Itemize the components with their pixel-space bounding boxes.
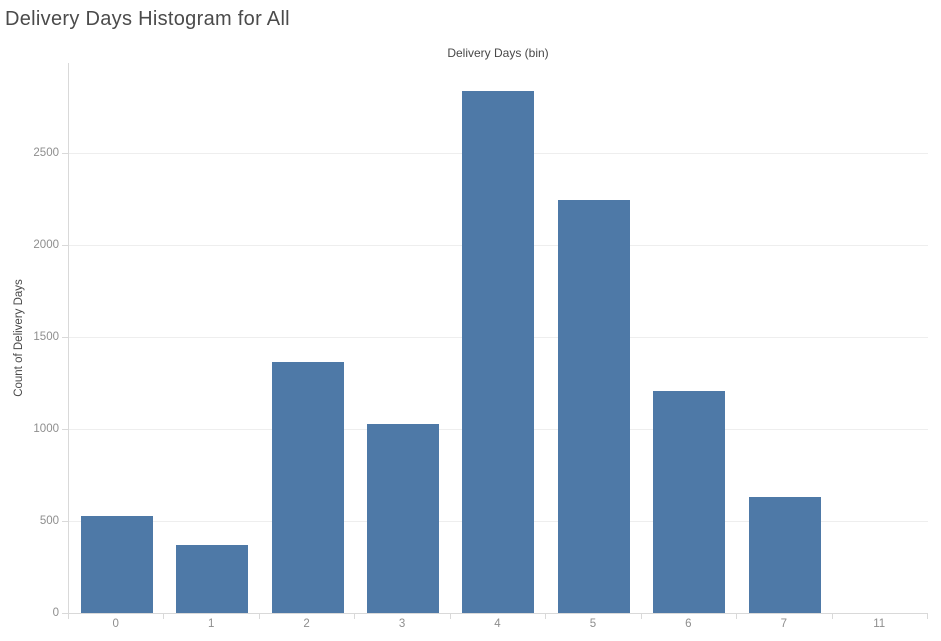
x-boundary-tick xyxy=(258,614,260,619)
histogram-bin-3 xyxy=(355,63,450,613)
bar-bin-5[interactable] xyxy=(557,200,630,613)
histogram-bin-5 xyxy=(546,63,641,613)
x-boundary-tick xyxy=(354,614,356,619)
y-tick-mark xyxy=(62,429,68,431)
y-tick-label: 0 xyxy=(52,607,59,619)
x-boundary-tick xyxy=(831,614,833,619)
histogram-bin-6 xyxy=(642,63,737,613)
y-tick-mark xyxy=(62,153,68,155)
x-tick-label: 0 xyxy=(112,618,119,630)
bar-bin-3[interactable] xyxy=(367,424,440,613)
y-tick-label: 2500 xyxy=(33,147,59,160)
x-boundary-tick xyxy=(545,614,547,619)
y-tick-label: 1500 xyxy=(33,331,59,344)
x-boundary-tick xyxy=(927,614,928,619)
y-tick-mark xyxy=(62,337,68,339)
x-tick-label: 7 xyxy=(780,618,787,630)
bar-bin-1[interactable] xyxy=(176,544,249,613)
bar-bin-2[interactable] xyxy=(271,361,344,613)
x-tick-label: 3 xyxy=(398,618,406,630)
histogram-bin-1 xyxy=(164,63,259,613)
y-tick-label: 2000 xyxy=(33,239,59,252)
x-boundary-tick xyxy=(736,614,738,619)
histogram-bin-0 xyxy=(69,63,164,613)
x-boundary-tick xyxy=(163,614,165,619)
chart-title: Delivery Days Histogram for All xyxy=(5,8,290,30)
bar-bin-0[interactable] xyxy=(80,516,153,613)
x-tick-label: 2 xyxy=(303,618,310,630)
histogram-bin-4 xyxy=(451,63,546,613)
bar-bin-4[interactable] xyxy=(462,90,535,613)
y-tick-mark xyxy=(62,245,68,247)
x-axis-title: Delivery Days (bin) xyxy=(447,46,549,60)
y-tick-mark xyxy=(62,521,68,523)
x-boundary-tick xyxy=(449,614,451,619)
bar-bin-6[interactable] xyxy=(653,391,726,613)
x-boundary-tick xyxy=(68,614,69,619)
histogram-bin-7 xyxy=(737,63,832,613)
plot-area: 0 500 1000 1500 2000 2500 xyxy=(33,63,928,619)
x-tick-label: 4 xyxy=(494,618,501,630)
x-boundary-tick xyxy=(640,614,642,619)
histogram-bin-2 xyxy=(260,63,355,613)
histogram-bin-11 xyxy=(833,63,928,613)
x-tick-label: 1 xyxy=(207,618,215,630)
x-tick-label: 6 xyxy=(685,618,692,630)
x-axis-labels: 0 1 2 3 4 5 6 7 11 xyxy=(68,618,927,630)
y-tick-label: 1000 xyxy=(33,423,59,436)
bars-layer xyxy=(69,63,928,613)
bar-bin-7[interactable] xyxy=(748,497,821,613)
y-tick-label: 500 xyxy=(39,515,59,528)
x-tick-label: 11 xyxy=(873,618,886,630)
x-tick-label: 5 xyxy=(589,618,597,630)
y-tick-mark xyxy=(62,613,68,614)
